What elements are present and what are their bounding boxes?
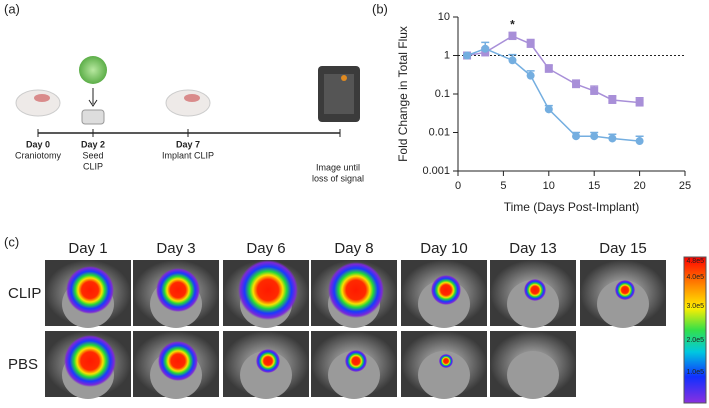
y-tick-label: 0.1	[435, 88, 450, 100]
signal	[524, 279, 546, 301]
x-tick-label: 20	[633, 180, 645, 192]
timeline-label: Image until	[316, 162, 360, 172]
point	[635, 137, 644, 146]
annotation: *	[510, 17, 515, 31]
timeline-label: Implant CLIP	[162, 150, 214, 160]
column-header: Day 6	[246, 240, 285, 257]
colorbar-label: 3.0e5	[686, 303, 704, 310]
timeline-day: Day 2	[81, 139, 105, 149]
timeline-day: Day 0	[26, 139, 50, 149]
signal	[256, 349, 280, 373]
column-header: Day 13	[509, 240, 557, 257]
colorbar-label: 4.8e5	[686, 258, 704, 265]
signal	[615, 280, 635, 300]
timeline-label: CLIP	[83, 161, 103, 171]
signal	[238, 260, 298, 320]
point	[608, 134, 617, 143]
row-label: PBS	[8, 356, 38, 373]
signal	[158, 341, 198, 381]
signal	[328, 262, 384, 318]
point	[544, 105, 553, 114]
x-tick-label: 25	[679, 180, 691, 192]
series-line	[466, 47, 640, 142]
panel-label: (c)	[4, 234, 19, 249]
x-tick-label: 10	[543, 180, 555, 192]
y-axis-label: Fold Change in Total Flux	[396, 26, 410, 162]
colorbar-label: 2.0e5	[686, 337, 704, 344]
point	[572, 80, 581, 89]
column-header: Day 8	[334, 240, 373, 257]
mouse-body	[597, 280, 649, 328]
colorbar-label: 1.0e5	[686, 369, 704, 376]
row-label: CLIP	[8, 285, 41, 302]
point	[590, 132, 599, 141]
panel-label: (b)	[372, 1, 388, 16]
x-tick-label: 5	[500, 180, 506, 192]
timeline-day: Day 7	[176, 139, 200, 149]
point	[508, 32, 517, 41]
point	[635, 98, 644, 107]
column-header: Day 15	[599, 240, 647, 257]
point	[526, 71, 535, 80]
x-tick-label: 0	[455, 180, 461, 192]
mouse-body	[418, 351, 470, 399]
signal	[66, 266, 114, 314]
column-header: Day 3	[156, 240, 195, 257]
point	[544, 64, 553, 73]
y-tick-label: 1	[444, 49, 450, 61]
signal	[439, 354, 453, 368]
point	[608, 95, 617, 104]
y-tick-label: 0.01	[429, 126, 450, 138]
point	[481, 44, 490, 53]
signal	[345, 350, 367, 372]
point	[526, 39, 535, 48]
point	[463, 51, 472, 60]
column-header: Day 1	[68, 240, 107, 257]
mouse-body	[507, 351, 559, 399]
mouse-body	[328, 351, 380, 399]
signal	[156, 268, 200, 312]
point	[508, 56, 517, 65]
panel-label: (a)	[4, 1, 20, 16]
signal	[431, 275, 461, 305]
timeline-label: Seed	[82, 150, 103, 160]
colorbar	[683, 256, 707, 404]
timeline-icons	[15, 56, 360, 125]
y-tick-label: 10	[438, 11, 450, 23]
image-grid	[45, 260, 666, 399]
colorbar-label: 4.0e5	[686, 274, 704, 281]
x-axis-label: Time (Days Post-Implant)	[504, 200, 640, 214]
point	[572, 132, 581, 141]
y-tick-label: 0.001	[422, 165, 450, 177]
column-header: Day 10	[420, 240, 468, 257]
point	[590, 86, 599, 95]
signal	[64, 335, 116, 387]
series-line	[466, 35, 640, 104]
timeline-label: Craniotomy	[15, 150, 62, 160]
timeline-label: loss of signal	[312, 173, 364, 183]
mouse-body	[507, 280, 559, 328]
x-tick-label: 15	[588, 180, 600, 192]
